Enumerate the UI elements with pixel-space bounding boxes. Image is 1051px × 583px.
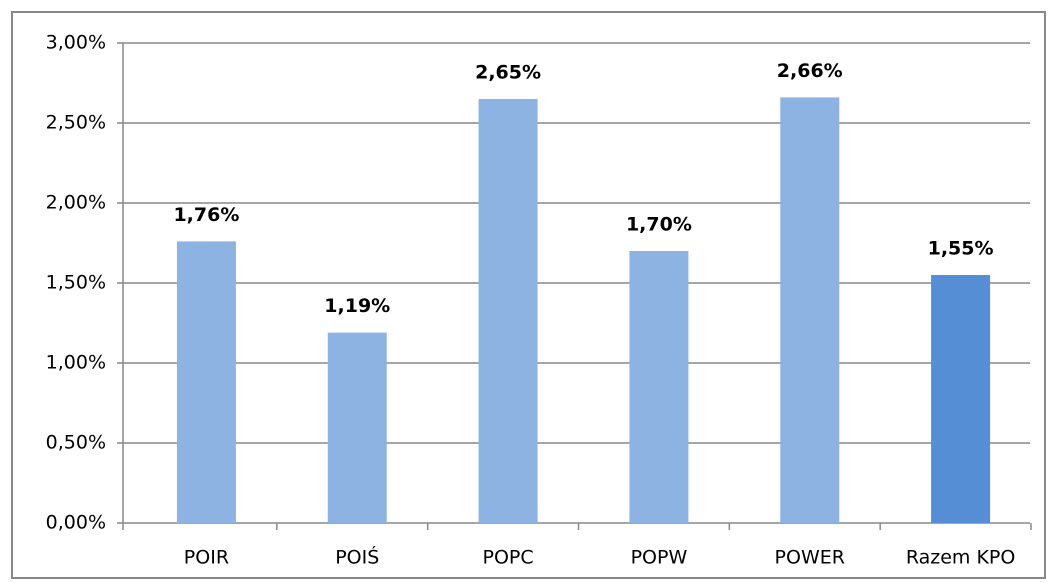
x-tick-label: POWER — [775, 547, 845, 569]
y-tick-label: 1,00% — [46, 352, 106, 374]
bar — [931, 275, 991, 523]
bar — [780, 97, 840, 524]
x-tick-label: Razem KPO — [906, 547, 1016, 569]
bar — [478, 99, 538, 523]
value-label: 2,66% — [777, 60, 843, 82]
value-label: 2,65% — [475, 62, 541, 84]
y-tick-label: 2,00% — [46, 192, 106, 214]
bar — [629, 251, 689, 523]
y-tick-label: 1,50% — [46, 272, 106, 294]
value-label: 1,76% — [173, 204, 239, 226]
x-tick-label: POIŚ — [335, 545, 379, 569]
y-tick-label: 0,00% — [46, 512, 106, 534]
y-tick-label: 0,50% — [46, 432, 106, 454]
x-tick-label: POPW — [631, 547, 688, 569]
y-tick-label: 2,50% — [46, 112, 106, 134]
y-tick-label: 3,00% — [46, 32, 106, 54]
value-label: 1,19% — [324, 295, 390, 317]
x-tick-label: POPC — [483, 547, 534, 569]
bar — [176, 241, 236, 523]
value-label: 1,70% — [626, 214, 692, 236]
bar — [327, 332, 387, 523]
value-label: 1,55% — [928, 238, 994, 260]
x-tick-label: POIR — [184, 547, 229, 569]
